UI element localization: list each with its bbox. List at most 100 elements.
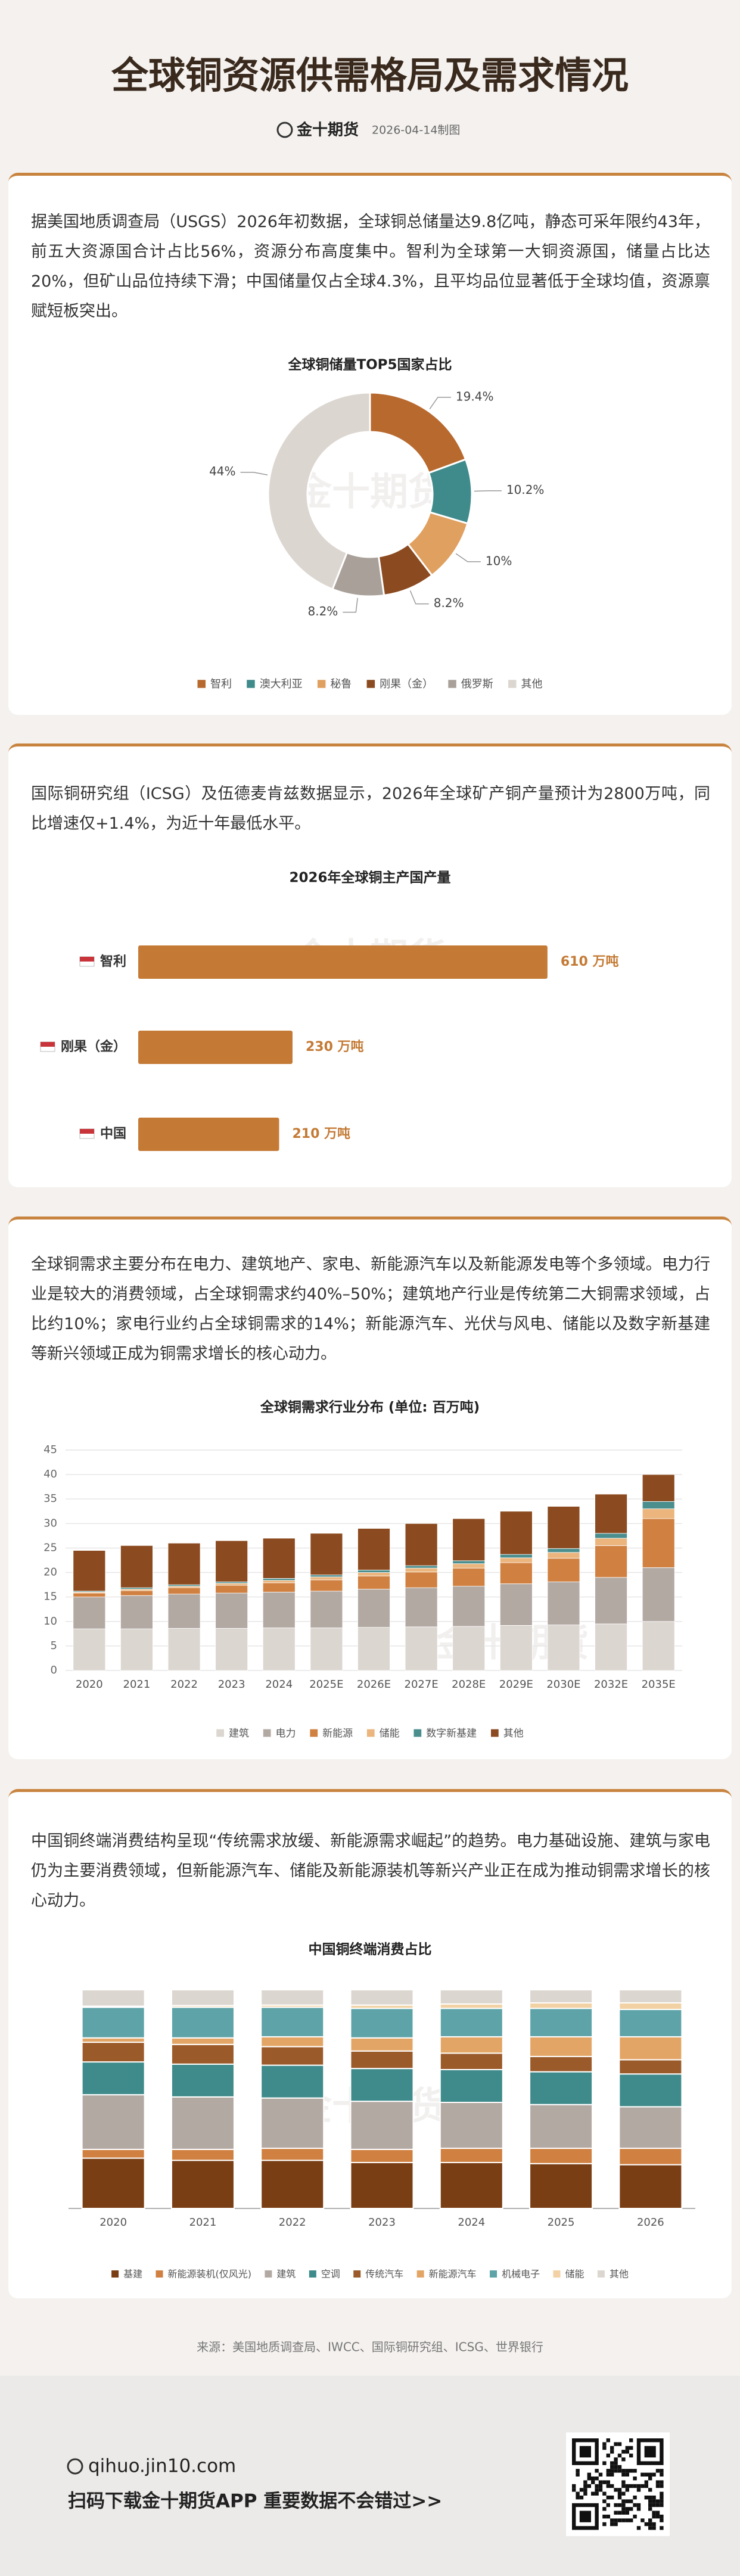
legend-label: 秘鲁 xyxy=(330,678,352,690)
qr-module xyxy=(576,2469,580,2473)
legend-swatch xyxy=(265,2270,272,2278)
qr-module xyxy=(614,2503,618,2507)
bar-segment xyxy=(170,2096,235,2150)
qr-module xyxy=(576,2491,580,2496)
qr-module xyxy=(652,2526,656,2530)
qr-module xyxy=(587,2484,591,2488)
qr-module xyxy=(610,2484,614,2488)
legend-label: 智利 xyxy=(210,678,232,690)
bar-segment xyxy=(215,1540,248,1582)
qr-module xyxy=(621,2510,626,2515)
qr-module xyxy=(583,2491,587,2496)
legend-label: 澳大利亚 xyxy=(260,678,303,690)
bar-segment xyxy=(170,2006,235,2039)
qr-module xyxy=(629,2484,633,2488)
qr-module xyxy=(633,2469,637,2473)
qr-module xyxy=(655,2510,660,2515)
bar-segment xyxy=(452,1586,486,1627)
bar-segment xyxy=(595,1494,627,1534)
qr-module xyxy=(583,2484,587,2488)
bar-segment xyxy=(357,1575,390,1589)
qr-module xyxy=(648,2496,652,2500)
bar-segment xyxy=(81,2006,145,2039)
category-label: 刚果（金） xyxy=(61,1039,126,1054)
legend-swatch xyxy=(366,1729,375,1737)
bar-segment xyxy=(260,2160,325,2210)
bar-segment xyxy=(618,2009,683,2037)
legend-swatch xyxy=(197,680,206,688)
data-label: 19.4% xyxy=(456,389,494,403)
qr-module xyxy=(640,2518,645,2522)
qr-finder xyxy=(644,2446,656,2457)
data-label: 10% xyxy=(486,553,512,568)
y-tick-label: 30 xyxy=(43,1517,57,1529)
x-tick-label: 2020 xyxy=(76,1678,103,1691)
card xyxy=(8,173,732,715)
category-label: 智利 xyxy=(100,954,126,969)
data-label: 610 万吨 xyxy=(561,954,619,969)
qr-module xyxy=(636,2488,641,2492)
y-tick-label: 10 xyxy=(43,1615,57,1628)
qr-module xyxy=(591,2480,595,2484)
qr-module xyxy=(621,2491,626,2496)
qr-module xyxy=(606,2484,610,2488)
qr-module xyxy=(610,2465,614,2469)
bar-segment xyxy=(260,2046,325,2066)
qr-module xyxy=(610,2496,614,2500)
qr-module xyxy=(625,2510,629,2515)
qr-module xyxy=(576,2496,580,2500)
legend-swatch xyxy=(508,680,517,688)
x-tick-label: 2026E xyxy=(357,1678,391,1691)
bar-segment xyxy=(170,2148,235,2161)
y-tick-label: 5 xyxy=(51,1639,57,1652)
leader-line xyxy=(343,598,358,613)
brand-icon xyxy=(276,122,293,138)
bar-segment xyxy=(350,2008,414,2039)
legend-label: 建筑 xyxy=(276,2269,296,2280)
legend-swatch xyxy=(413,1729,422,1737)
qr-module xyxy=(652,2472,656,2477)
bar-segment xyxy=(529,2002,593,2009)
legend-swatch xyxy=(553,2270,561,2278)
bar-segment xyxy=(357,1627,390,1671)
bar-segment xyxy=(499,1511,533,1555)
x-tick-label: 2035E xyxy=(642,1678,676,1691)
bar-segment xyxy=(529,1989,593,2004)
qr-module xyxy=(660,2480,664,2484)
y-tick-label: 35 xyxy=(43,1492,57,1505)
qr-module xyxy=(614,2461,618,2465)
qr-module xyxy=(587,2472,591,2477)
legend-label: 电力 xyxy=(276,1728,296,1740)
legend-label: 基建 xyxy=(123,2269,142,2280)
qr-module xyxy=(633,2496,637,2500)
y-tick-label: 45 xyxy=(43,1443,57,1456)
qr-module xyxy=(621,2518,626,2522)
bar-segment xyxy=(595,1538,627,1546)
qr-module xyxy=(614,2510,618,2515)
qr-module xyxy=(595,2488,599,2492)
bar-segment xyxy=(439,2148,503,2163)
paragraph: 全球铜需求主要分布在电力、建筑地产、家电、新能源汽车以及新能源发电等个多领域。电… xyxy=(31,1255,710,1363)
qr-module xyxy=(587,2477,591,2481)
qr-module xyxy=(598,2472,603,2477)
bar-segment xyxy=(439,2003,503,2009)
x-tick-label: 2024 xyxy=(458,2216,485,2229)
qr-module xyxy=(572,2488,576,2492)
qr-module xyxy=(595,2484,599,2488)
bar-segment xyxy=(529,2071,593,2105)
bar-segment xyxy=(262,1628,296,1671)
bar-segment xyxy=(595,1533,627,1539)
bar-segment xyxy=(642,1474,675,1502)
bar-segment xyxy=(310,1591,343,1628)
bar-segment xyxy=(260,2006,325,2037)
bar-segment xyxy=(357,1572,390,1576)
x-tick-label: 2027E xyxy=(405,1678,439,1691)
qr-module xyxy=(629,2438,633,2443)
x-tick-label: 2023 xyxy=(368,2216,396,2229)
bar-segment xyxy=(595,1623,627,1671)
qr-module xyxy=(625,2446,629,2450)
bar-segment xyxy=(547,1625,580,1671)
qr-module xyxy=(602,2461,607,2465)
footer-url: qihuo.jin10.com xyxy=(88,2456,236,2477)
qr-module xyxy=(610,2518,614,2522)
